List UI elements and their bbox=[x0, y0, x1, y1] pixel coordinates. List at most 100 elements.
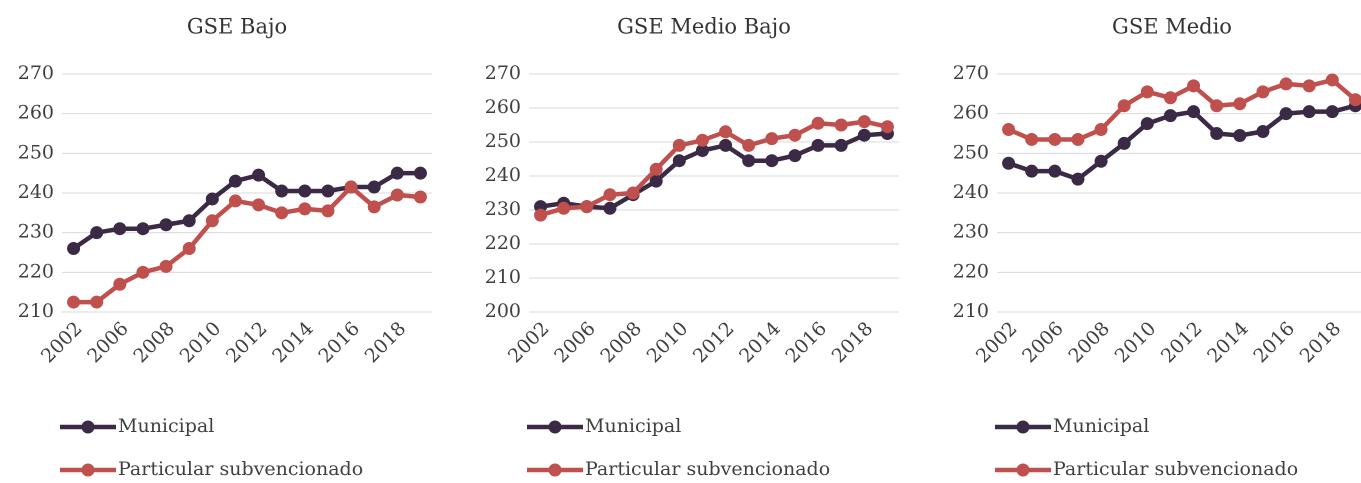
chart-title: GSE Medio Bajo bbox=[617, 15, 791, 39]
data-point bbox=[1002, 156, 1016, 170]
data-point bbox=[1279, 77, 1293, 91]
data-point bbox=[672, 154, 686, 168]
data-point bbox=[298, 202, 312, 216]
x-tick-label: 2016 bbox=[781, 318, 831, 368]
data-point bbox=[390, 188, 404, 202]
x-tick-label: 2002 bbox=[37, 318, 87, 368]
series-line bbox=[539, 119, 888, 218]
y-tick-label: 220 bbox=[485, 232, 521, 254]
data-point bbox=[367, 180, 381, 194]
data-point bbox=[390, 166, 404, 180]
data-point bbox=[1071, 132, 1085, 146]
legend-label: Municipal bbox=[118, 415, 214, 437]
data-point bbox=[90, 226, 104, 240]
y-tick-label: 250 bbox=[18, 141, 54, 163]
data-point bbox=[228, 174, 242, 188]
data-point bbox=[672, 138, 686, 152]
data-point bbox=[113, 222, 127, 236]
data-point bbox=[603, 188, 617, 202]
x-tick-label: 2008 bbox=[129, 318, 179, 368]
data-point bbox=[344, 180, 358, 194]
x-tick-label: 2014 bbox=[735, 318, 785, 368]
data-point bbox=[1094, 123, 1108, 137]
data-point bbox=[880, 120, 894, 134]
data-point bbox=[834, 118, 848, 132]
legend-marker bbox=[1016, 420, 1030, 434]
x-tick-label: 2010 bbox=[643, 318, 693, 368]
x-tick-label: 2006 bbox=[83, 318, 133, 368]
series-line bbox=[1007, 77, 1357, 142]
y-tick-label: 210 bbox=[18, 300, 54, 322]
y-tick-label: 240 bbox=[18, 181, 54, 203]
data-point bbox=[557, 201, 571, 215]
legend-label: Particular subvencionado bbox=[585, 458, 830, 480]
x-tick-label: 2002 bbox=[504, 318, 554, 368]
data-point bbox=[834, 138, 848, 152]
x-tick-label: 2016 bbox=[1249, 318, 1299, 368]
data-point bbox=[1071, 172, 1085, 186]
y-tick-label: 230 bbox=[18, 221, 54, 243]
data-point bbox=[1094, 154, 1108, 168]
y-tick-label: 270 bbox=[18, 62, 54, 84]
y-tick-label: 240 bbox=[953, 181, 989, 203]
legend-label: Particular subvencionado bbox=[118, 458, 363, 480]
y-tick-label: 260 bbox=[953, 102, 989, 124]
x-tick-label: 2018 bbox=[361, 318, 411, 368]
data-point bbox=[1140, 117, 1154, 131]
data-point bbox=[275, 184, 289, 198]
x-tick-label: 2002 bbox=[972, 318, 1022, 368]
legend-marker bbox=[548, 420, 562, 434]
y-tick-label: 260 bbox=[485, 96, 521, 118]
x-tick-label: 2006 bbox=[1018, 318, 1068, 368]
x-tick-label: 2008 bbox=[1064, 318, 1114, 368]
series-line bbox=[73, 184, 421, 305]
x-tick-label: 2018 bbox=[828, 318, 878, 368]
chart-panel: GSE Bajo 210 220 230 240 250 260 270 20022006200… bbox=[18, 15, 432, 480]
x-tick-label: 2018 bbox=[1296, 318, 1346, 368]
data-point bbox=[1025, 132, 1039, 146]
y-tick-label: 200 bbox=[485, 300, 521, 322]
legend-label: Municipal bbox=[1053, 415, 1149, 437]
data-point bbox=[67, 295, 81, 309]
y-tick-label: 210 bbox=[485, 266, 521, 288]
x-tick-label: 2010 bbox=[1111, 318, 1161, 368]
data-point bbox=[1117, 136, 1131, 150]
data-point bbox=[1163, 109, 1177, 123]
y-tick-label: 230 bbox=[485, 198, 521, 220]
data-point bbox=[742, 154, 756, 168]
data-point bbox=[252, 198, 266, 212]
data-point bbox=[1048, 164, 1062, 178]
data-point bbox=[580, 200, 594, 214]
data-point bbox=[603, 201, 617, 215]
data-point bbox=[159, 218, 173, 232]
data-point bbox=[1256, 125, 1270, 139]
x-tick-label: 2010 bbox=[176, 318, 226, 368]
legend-marker bbox=[81, 420, 95, 434]
data-point bbox=[275, 206, 289, 220]
series-line bbox=[540, 131, 888, 211]
y-tick-label: 210 bbox=[953, 300, 989, 322]
legend-marker bbox=[1016, 463, 1030, 477]
data-point bbox=[695, 144, 709, 157]
data-point bbox=[626, 186, 640, 200]
x-tick-label: 2014 bbox=[268, 318, 318, 368]
data-point bbox=[811, 138, 825, 152]
y-tick-label: 260 bbox=[18, 102, 54, 124]
x-tick-label: 2006 bbox=[550, 318, 600, 368]
data-point bbox=[228, 194, 242, 208]
data-point bbox=[1117, 99, 1131, 113]
data-point bbox=[1187, 79, 1201, 93]
data-point bbox=[1348, 93, 1361, 107]
data-point bbox=[1025, 164, 1039, 178]
data-point bbox=[1210, 99, 1224, 113]
x-tick-label: 2014 bbox=[1203, 318, 1253, 368]
data-point bbox=[649, 162, 663, 176]
data-point bbox=[765, 154, 779, 168]
x-tick-label: 2012 bbox=[1157, 318, 1207, 368]
data-point bbox=[136, 265, 150, 279]
data-point bbox=[413, 190, 427, 204]
data-point bbox=[534, 208, 548, 222]
data-point bbox=[811, 116, 825, 130]
data-point bbox=[182, 214, 196, 228]
data-point bbox=[321, 184, 335, 198]
